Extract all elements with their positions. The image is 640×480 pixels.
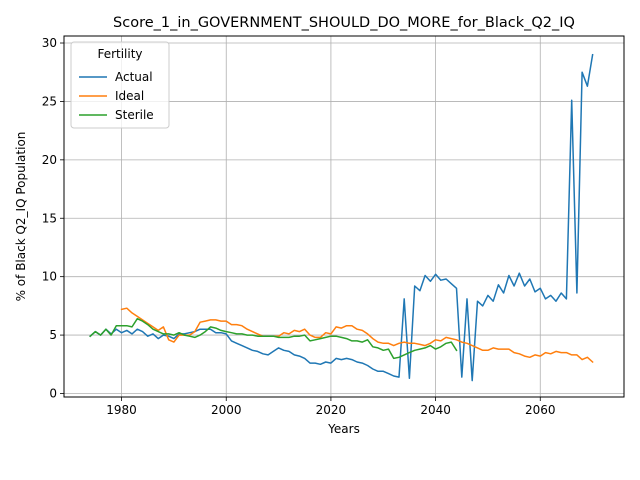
x-tick-label: 2060: [525, 403, 556, 417]
grid: [64, 36, 624, 397]
series-line-actual: [89, 53, 594, 382]
x-tick-label: 2000: [211, 403, 242, 417]
y-axis-label: % of Black Q2_IQ Population: [14, 132, 28, 302]
series-line-ideal: [120, 307, 594, 364]
plot-area-frame: [63, 35, 625, 398]
legend-entry-sterile: Sterile: [115, 108, 154, 122]
legend-entry-actual: Actual: [115, 70, 153, 84]
y-tick-label: 10: [42, 270, 57, 284]
y-tick-label: 5: [49, 328, 57, 342]
legend: Fertility Actual Ideal Sterile: [70, 41, 170, 129]
x-tick-label: 2040: [420, 403, 451, 417]
legend-title: Fertility: [97, 47, 142, 61]
y-tick-label: 25: [42, 94, 57, 108]
legend-entry-ideal: Ideal: [115, 89, 144, 103]
y-tick-label: 30: [42, 36, 57, 50]
series-lines: [89, 53, 594, 382]
y-tick-label: 20: [42, 153, 57, 167]
x-tick-label: 2020: [316, 403, 347, 417]
y-tick-label: 0: [49, 386, 57, 400]
x-axis-label: Years: [327, 422, 360, 436]
legend-box: [70, 41, 170, 129]
axis-ticks: 1980 2000 2020 2040 2060 0 5 10 15 20 25 30: [42, 36, 556, 417]
chart-title: Score_1_in_GOVERNMENT_SHOULD_DO_MORE_for…: [113, 15, 575, 31]
y-tick-label: 15: [42, 211, 57, 225]
x-tick-label: 1980: [106, 403, 137, 417]
series-line-sterile: [89, 317, 458, 360]
